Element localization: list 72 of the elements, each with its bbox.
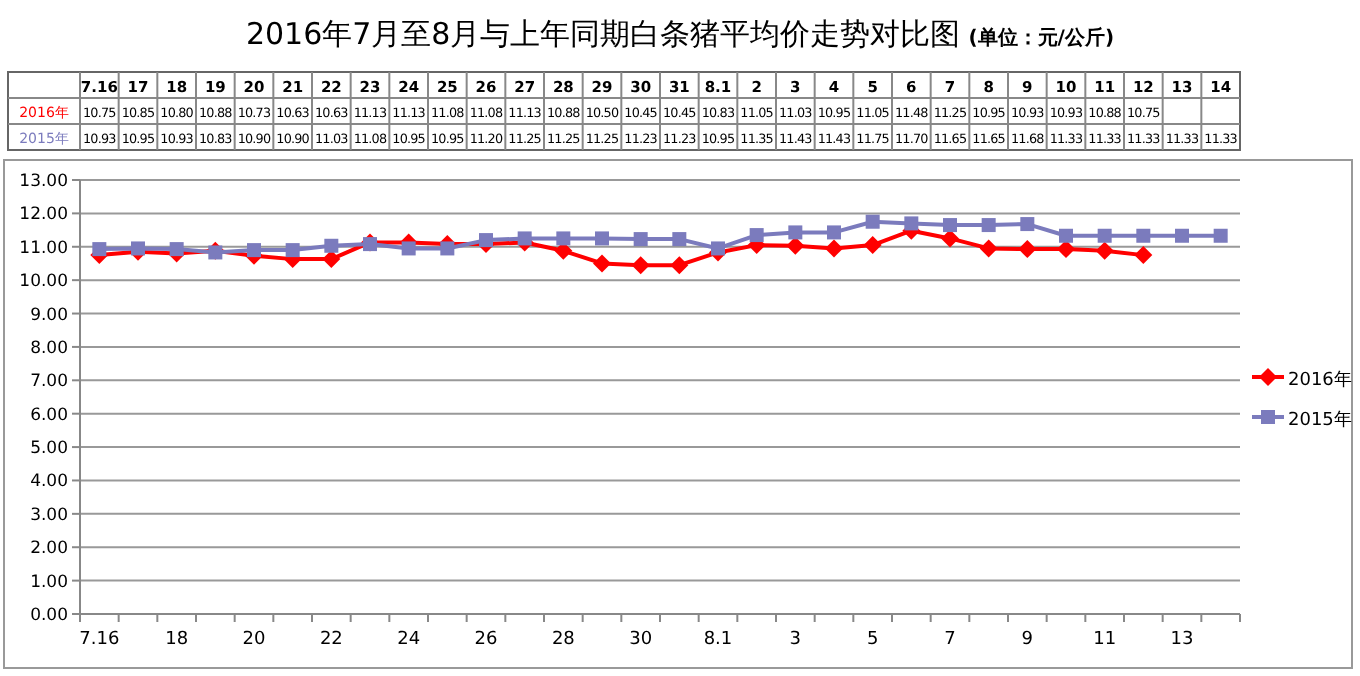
point [979, 239, 998, 258]
point [670, 256, 689, 275]
y-tick-label: 12.00 [19, 205, 68, 226]
category-label: 7 [944, 630, 956, 650]
category-label: 24 [397, 630, 421, 650]
point [825, 239, 843, 258]
point [1136, 228, 1151, 243]
point [440, 241, 455, 256]
point [247, 243, 261, 258]
point [1095, 241, 1114, 260]
point [865, 214, 880, 229]
category-label: 18 [165, 630, 189, 650]
point [904, 216, 919, 231]
y-tick-label: 5.00 [30, 439, 68, 460]
point [711, 241, 725, 256]
y-tick-label: 10.00 [19, 272, 68, 293]
point [1134, 246, 1153, 265]
category-label: 5 [866, 630, 879, 650]
point [672, 232, 687, 247]
y-tick-label: 13.00 [19, 172, 68, 192]
point [631, 256, 650, 275]
category-label: 22 [319, 630, 343, 650]
y-tick-label: 11.00 [19, 238, 68, 259]
category-label: 30 [629, 630, 653, 650]
category-label: 28 [551, 630, 575, 650]
y-tick-label: 4.00 [30, 472, 68, 493]
point [401, 241, 416, 256]
point [1020, 217, 1035, 232]
point [1059, 228, 1073, 243]
point [593, 254, 611, 273]
point [595, 231, 609, 246]
point [943, 218, 957, 233]
y-tick-label: 6.00 [30, 405, 68, 426]
point [1057, 240, 1075, 259]
point [517, 231, 532, 246]
legend-label: 2015年 [1288, 409, 1352, 431]
point [1018, 240, 1037, 259]
point [1175, 228, 1189, 243]
y-tick-label: 2.00 [30, 539, 68, 560]
y-tick-label: 7.00 [30, 372, 68, 393]
chart-subtitle: (单位：元/公斤) [968, 26, 1115, 50]
point [285, 243, 300, 258]
point [131, 241, 145, 256]
point [479, 233, 493, 248]
category-label: 3 [789, 630, 802, 650]
y-tick-label: 3.00 [30, 505, 68, 526]
category-label: 9 [1021, 630, 1034, 650]
y-tick-label: 1.00 [30, 572, 68, 593]
category-label: 13 [1170, 630, 1194, 650]
y-tick-label: 9.00 [30, 305, 68, 326]
chart-title: 2016年7月至8月与上年同期白条猪平均价走势对比图 [245, 16, 961, 52]
point [169, 242, 184, 257]
point [633, 232, 648, 247]
point [92, 242, 107, 257]
point [1097, 228, 1112, 243]
category-label: 20 [242, 630, 266, 650]
point [1213, 228, 1228, 243]
point [788, 225, 803, 240]
point [827, 225, 841, 240]
category-label: 26 [474, 630, 498, 650]
category-label: 7.16 [79, 630, 120, 650]
category-label: 11 [1093, 630, 1117, 650]
y-tick-label: 0.00 [30, 606, 68, 626]
point [556, 231, 571, 246]
point [981, 218, 996, 233]
category-label: 8.1 [703, 630, 733, 650]
legend-label: 2016年 [1288, 369, 1352, 391]
y-tick-label: 8.00 [30, 338, 68, 359]
point [749, 228, 764, 243]
point [863, 236, 882, 255]
point [322, 250, 341, 269]
point [324, 238, 339, 253]
